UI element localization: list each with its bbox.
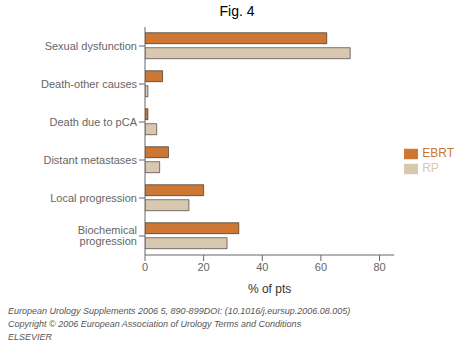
html-text:ELSEVIER: ELSEVIER: [8, 332, 52, 342]
svg-text:Sexual dysfunction: Sexual dysfunction: [45, 40, 137, 52]
svg-text:40: 40: [256, 261, 268, 273]
svg-text:20: 20: [198, 261, 210, 273]
svg-text:Death due to pCA: Death due to pCA: [50, 116, 138, 128]
svg-text:60: 60: [315, 261, 327, 273]
svg-text:Death-other causes: Death-other causes: [41, 78, 137, 90]
html-text:European Urology Supplements 2: European Urology Supplements 2006 5, 890…: [8, 306, 351, 316]
html-text:RP: RP: [422, 161, 439, 175]
svg-text:Distant metastases: Distant metastases: [43, 154, 137, 166]
svg-text:Biochemicalprogression: Biochemicalprogression: [78, 224, 137, 247]
svg-text:Local progression: Local progression: [50, 192, 137, 204]
svg-text:% of pts: % of pts: [248, 282, 291, 296]
svg-text:0: 0: [142, 261, 148, 273]
html-text:Fig. 4: Fig. 4: [219, 3, 255, 19]
svg-text:80: 80: [373, 261, 385, 273]
html-text:Copyright © 2006 European Asso: Copyright © 2006 European Association of…: [8, 319, 302, 329]
html-text:EBRT: EBRT: [422, 146, 454, 161]
